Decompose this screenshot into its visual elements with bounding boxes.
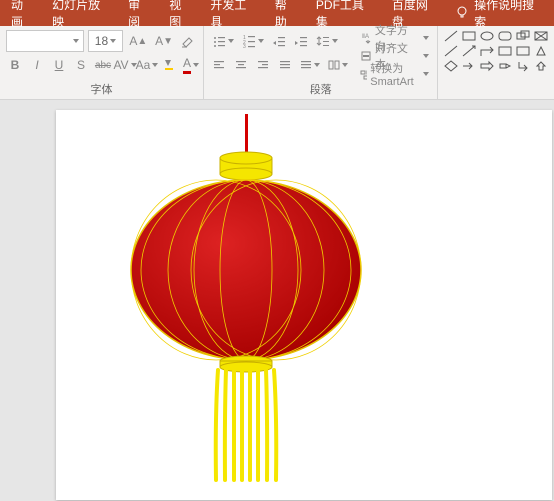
decrease-font-button[interactable]: A▼ xyxy=(153,31,175,51)
bold-button[interactable]: B xyxy=(6,55,24,75)
font-color-button[interactable]: A xyxy=(182,55,200,75)
chevron-down-icon xyxy=(73,39,79,43)
align-center-button[interactable] xyxy=(232,55,250,75)
slide-canvas[interactable] xyxy=(56,110,552,500)
line-spacing-button[interactable] xyxy=(314,31,340,51)
bullets-button[interactable] xyxy=(210,31,236,51)
change-case-button[interactable]: Aa xyxy=(138,55,156,75)
char-spacing-button[interactable]: AV xyxy=(116,55,134,75)
shadow-button[interactable]: S xyxy=(72,55,90,75)
svg-text:ⅡA: ⅡA xyxy=(362,34,369,40)
align-justify-button[interactable] xyxy=(276,55,294,75)
menu-help[interactable]: 帮助 xyxy=(266,0,307,26)
font-size-value: 18 xyxy=(95,34,108,48)
align-right-button[interactable] xyxy=(254,55,272,75)
menu-slideshow[interactable]: 幻灯片放映 xyxy=(43,0,119,26)
chevron-down-icon xyxy=(423,36,429,40)
menu-view[interactable]: 视图 xyxy=(160,0,201,26)
workspace xyxy=(0,100,554,501)
shape-gallery[interactable] xyxy=(444,30,548,72)
svg-text:3: 3 xyxy=(243,44,246,48)
chevron-down-icon xyxy=(423,54,429,58)
menu-review[interactable]: 审阅 xyxy=(119,0,160,26)
font-group-label: 字体 xyxy=(0,81,203,97)
menu-pdf[interactable]: PDF工具集 xyxy=(307,0,383,26)
chevron-down-icon xyxy=(110,39,116,43)
increase-font-button[interactable]: A▲ xyxy=(127,31,149,51)
chevron-down-icon xyxy=(423,72,429,76)
numbering-button[interactable]: 123 xyxy=(240,31,266,51)
paragraph-group-label: 段落 xyxy=(204,81,437,97)
paragraph-group: 123 ⅡA 文字方向 xyxy=(204,26,438,99)
tell-me[interactable]: 操作说明搜索 xyxy=(447,0,552,26)
menu-animation[interactable]: 动画 xyxy=(2,0,43,26)
font-name-select[interactable] xyxy=(6,30,84,52)
clear-format-button[interactable] xyxy=(179,31,197,51)
italic-button[interactable]: I xyxy=(28,55,46,75)
ribbon: 18 A▲ A▼ B I U S abc AV Aa A 字体 xyxy=(0,26,554,100)
outdent-button[interactable] xyxy=(270,31,288,51)
indent-button[interactable] xyxy=(292,31,310,51)
columns-button[interactable] xyxy=(326,55,350,75)
underline-button[interactable]: U xyxy=(50,55,68,75)
distribute-button[interactable] xyxy=(298,55,322,75)
menubar: 动画 幻灯片放映 审阅 视图 开发工具 帮助 PDF工具集 百度网盘 操作说明搜… xyxy=(0,0,554,26)
font-group: 18 A▲ A▼ B I U S abc AV Aa A 字体 xyxy=(0,26,204,99)
font-size-select[interactable]: 18 xyxy=(88,30,124,52)
chevron-down-icon xyxy=(152,63,158,67)
highlight-button[interactable] xyxy=(160,55,178,75)
shapes-group xyxy=(438,26,554,99)
align-left-button[interactable] xyxy=(210,55,228,75)
lantern-drawing xyxy=(56,110,552,500)
menu-devtools[interactable]: 开发工具 xyxy=(201,0,265,26)
strike-button[interactable]: abc xyxy=(94,55,112,75)
chevron-down-icon xyxy=(193,63,199,67)
bulb-icon xyxy=(456,6,468,20)
